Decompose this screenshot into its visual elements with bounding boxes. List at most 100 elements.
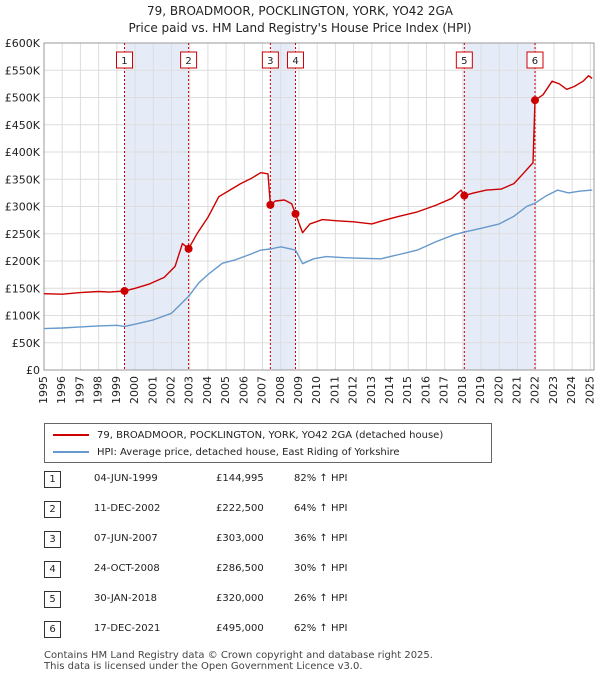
transaction-hpi: 26% ↑ HPI [294, 593, 348, 604]
y-tick-label: £100K [5, 310, 41, 323]
x-tick-label: 2022 [529, 376, 542, 404]
y-tick-label: £400K [5, 146, 41, 159]
transaction-date: 30-JAN-2018 [94, 593, 158, 604]
legend-hpi-swatch [53, 451, 89, 453]
footer-line-1: Contains HM Land Registry data © Crown c… [44, 650, 433, 661]
x-tick-label: 2024 [565, 376, 578, 404]
chart-legend: 79, BROADMOOR, POCKLINGTON, YORK, YO42 2… [44, 423, 492, 463]
sale-point-2 [184, 244, 193, 253]
sale-label-box-1 [115, 51, 133, 69]
hpi-series-line [43, 189, 593, 330]
transaction-hpi: 30% ↑ HPI [294, 563, 348, 574]
x-tick-label: 2009 [292, 376, 305, 404]
transaction-number: 1 [44, 471, 61, 488]
y-tick-label: £450K [5, 119, 41, 132]
price-chart: £0 £50K £100K £150K £200K £250K £300K £350K £400… [5, 37, 597, 404]
footer-line-2: This data is licensed under the Open Gov… [44, 661, 363, 672]
transaction-date: 24-OCT-2008 [94, 563, 160, 574]
legend-hpi: HPI: Average price, detached house, East… [53, 444, 400, 460]
transaction-price: £144,995 [216, 473, 264, 484]
transaction-price: £320,000 [216, 593, 264, 604]
x-tick-label: 1995 [37, 376, 50, 404]
transaction-hpi: 64% ↑ HPI [294, 503, 348, 514]
x-tick-label: 2014 [383, 376, 396, 404]
transaction-row-2: 2 11-DEC-2002 £222,500 64% ↑ HPI [44, 500, 564, 518]
x-tick-label: 2023 [547, 376, 560, 404]
transaction-hpi: 36% ↑ HPI [294, 533, 348, 544]
x-tick-label: 1997 [73, 376, 86, 404]
sale-point-1 [120, 286, 129, 295]
x-tick-label: 2013 [365, 376, 378, 404]
transaction-hpi: 62% ↑ HPI [294, 623, 348, 634]
transaction-price: £222,500 [216, 503, 264, 514]
x-tick-label: 2020 [492, 376, 505, 404]
transaction-number: 5 [44, 591, 61, 608]
chart-subtitle: Price paid vs. HM Land Registry's House … [128, 21, 472, 35]
sale-label-4: 4 [292, 56, 298, 67]
y-tick-label: £350K [5, 173, 41, 186]
transaction-hpi: 82% ↑ HPI [294, 473, 348, 484]
x-tick-label: 2007 [256, 376, 269, 404]
x-tick-label: 1996 [55, 376, 68, 404]
y-tick-label: £50K [12, 337, 41, 350]
x-tick-label: 2003 [183, 376, 196, 404]
x-tick-label: 2016 [419, 376, 432, 404]
y-tick-label: £600K [5, 37, 41, 50]
x-tick-label: 2017 [438, 376, 451, 404]
x-tick-label: 1999 [110, 376, 123, 404]
x-tick-label: 2000 [128, 376, 141, 404]
sale-label-5: 5 [461, 56, 467, 67]
legend-hpi-label: HPI: Average price, detached house, East… [97, 446, 400, 458]
x-tick-label: 2008 [274, 376, 287, 404]
property-series-line [43, 75, 593, 295]
x-tick-label: 2012 [347, 376, 360, 404]
x-tick-label: 2011 [328, 376, 341, 404]
transaction-row-1: 1 04-JUN-1999 £144,995 82% ↑ HPI [44, 470, 564, 488]
transaction-number: 6 [44, 621, 61, 638]
sale-point-3 [266, 200, 275, 209]
chart-title: 79, BROADMOOR, POCKLINGTON, YORK, YO42 2… [146, 4, 454, 18]
y-tick-label: £500K [5, 92, 41, 105]
x-tick-label: 2006 [237, 376, 250, 404]
sale-label-box-4 [287, 51, 305, 69]
transaction-price: £495,000 [216, 623, 264, 634]
transaction-number: 2 [44, 501, 61, 518]
sale-label-1: 1 [121, 56, 127, 67]
y-tick-label: £250K [5, 228, 41, 241]
x-tick-label: 2005 [219, 376, 232, 404]
sale-point-5 [460, 191, 469, 200]
transaction-row-6: 6 17-DEC-2021 £495,000 62% ↑ HPI [44, 620, 564, 638]
transaction-row-5: 5 30-JAN-2018 £320,000 26% ↑ HPI [44, 590, 564, 608]
x-tick-label: 2010 [310, 376, 323, 404]
sale-label-6: 6 [532, 56, 538, 67]
y-tick-label: £550K [5, 64, 41, 77]
sale-point-4 [291, 209, 300, 218]
legend-property: 79, BROADMOOR, POCKLINGTON, YORK, YO42 2… [53, 427, 443, 443]
sale-point-6 [530, 96, 539, 105]
x-tick-label: 1998 [92, 376, 105, 404]
transaction-number: 3 [44, 531, 61, 548]
legend-property-label: 79, BROADMOOR, POCKLINGTON, YORK, YO42 2… [97, 429, 444, 441]
transaction-date: 04-JUN-1999 [94, 473, 158, 484]
transaction-date: 11-DEC-2002 [94, 503, 161, 514]
x-tick-label: 2001 [146, 376, 159, 404]
sale-label-box-6 [526, 51, 544, 69]
transaction-date: 07-JUN-2007 [94, 533, 158, 544]
sale-label-box-5 [455, 51, 473, 69]
x-tick-label: 2019 [474, 376, 487, 404]
sale-label-box-3 [261, 51, 279, 69]
plot-frame [43, 42, 595, 371]
sale-label-2: 2 [185, 56, 191, 67]
y-tick-label: £200K [5, 255, 41, 268]
y-tick-label: £0 [26, 364, 40, 377]
x-tick-label: 2004 [201, 376, 214, 404]
transaction-row-3: 3 07-JUN-2007 £303,000 36% ↑ HPI [44, 530, 564, 548]
x-tick-label: 2021 [511, 376, 524, 404]
transaction-date: 17-DEC-2021 [94, 623, 161, 634]
legend-property-swatch [53, 434, 89, 436]
x-tick-label: 2018 [456, 376, 469, 404]
sale-label-box-2 [180, 51, 198, 69]
x-tick-label: 2015 [401, 376, 414, 404]
x-tick-label: 2002 [164, 376, 177, 404]
transaction-number: 4 [44, 561, 61, 578]
